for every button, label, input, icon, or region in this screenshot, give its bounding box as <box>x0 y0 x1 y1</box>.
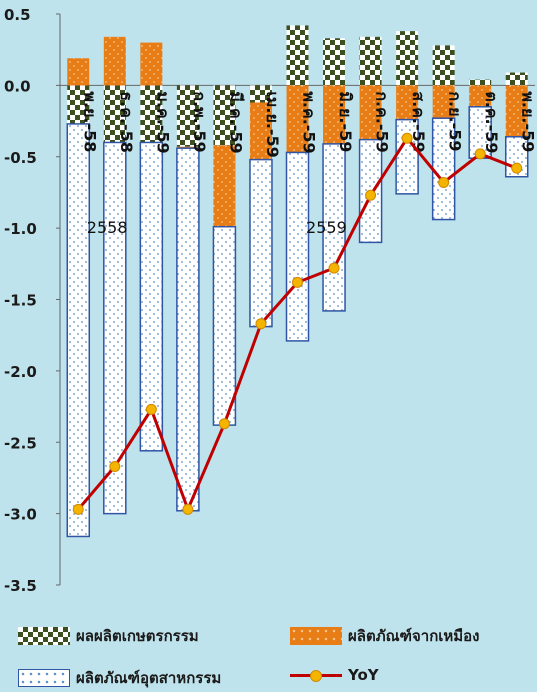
bar-agriculture <box>176 85 199 147</box>
bar-industry <box>139 141 164 452</box>
legend-item-mining: ผลิตภัณฑ์จากเหมือง <box>290 624 480 648</box>
bar-mining <box>396 85 419 120</box>
legend-swatch-checker <box>18 627 70 645</box>
legend: ผลผลิตเกษตรกรรม ผลิตภัณฑ์จากเหมือง ผลิตภ… <box>0 612 537 692</box>
bar-industry <box>212 225 237 426</box>
yoy-point <box>218 418 230 430</box>
x-category-label: มิ.ย.-59 <box>336 91 355 152</box>
bar-agriculture <box>286 25 309 86</box>
bar-agriculture <box>432 45 455 86</box>
bar-industry <box>285 151 310 342</box>
x-category-label: ก.ค.-59 <box>373 91 392 152</box>
legend-item-industry: ผลิตภัณฑ์อุตสาหกรรม <box>18 666 221 690</box>
bar-mining <box>213 145 236 227</box>
y-tick-label: -2.0 <box>4 363 37 381</box>
bars-layer <box>66 25 529 538</box>
x-category-label: ส.ค.-59 <box>409 91 428 153</box>
bar-agriculture <box>469 79 492 86</box>
bar-mining <box>432 85 455 119</box>
yoy-point <box>511 162 523 174</box>
yoy-point <box>109 461 121 473</box>
bar-mining <box>103 36 126 86</box>
y-tick-label: -0.5 <box>4 149 37 167</box>
y-tick-label: -1.0 <box>4 220 37 238</box>
x-category-label: พ.ค.-59 <box>300 91 319 153</box>
yoy-point <box>145 403 157 415</box>
bar-agriculture <box>323 38 346 86</box>
legend-swatch-white <box>18 669 70 687</box>
bar-industry <box>249 158 273 328</box>
yoy-point <box>474 148 486 160</box>
bar-industry <box>103 141 127 515</box>
yoy-point <box>182 503 194 515</box>
yoy-line-layer <box>72 132 523 515</box>
bar-agriculture <box>505 72 528 86</box>
x-category-label: มี.ค.-59 <box>226 91 245 153</box>
y-tick-label: -3.5 <box>4 577 37 595</box>
bar-agriculture <box>213 85 236 146</box>
yoy-point <box>438 176 450 188</box>
legend-swatch-orange <box>290 627 342 645</box>
y-tick-label: -1.5 <box>4 292 37 310</box>
y-tick-label: -3.0 <box>4 506 37 524</box>
bar-industry <box>66 123 91 538</box>
year-label: 2558 <box>87 218 128 237</box>
bar-agriculture <box>103 85 126 143</box>
y-tick-label: 0.5 <box>4 6 31 24</box>
bar-mining <box>286 85 309 153</box>
bar-mining <box>505 85 528 137</box>
bar-mining <box>249 102 272 160</box>
bar-agriculture <box>359 36 382 86</box>
yoy-point <box>328 262 340 274</box>
legend-item-yoy: YoY <box>290 666 379 684</box>
yoy-point <box>292 276 303 288</box>
bar-industry <box>176 147 200 512</box>
yoy-point <box>72 503 84 515</box>
bar-mining <box>67 58 90 86</box>
x-category-label: ก.ย.-59 <box>446 91 465 151</box>
bar-agriculture <box>140 85 163 143</box>
x-category-label: ธ.ค.-58 <box>117 91 136 153</box>
year-label: 2559 <box>306 218 347 237</box>
x-category-label: ก.พ.-59 <box>190 91 209 152</box>
legend-label-industry: ผลิตภัณฑ์อุตสาหกรรม <box>76 669 222 687</box>
y-tick-label: -2.5 <box>4 434 37 452</box>
x-category-label: ต.ค.-59 <box>482 91 501 153</box>
yoy-point <box>401 132 413 144</box>
bar-mining <box>323 85 346 144</box>
bar-mining <box>359 85 382 140</box>
x-category-label: พ.ย.-59 <box>519 91 537 152</box>
legend-label-mining: ผลิตภัณฑ์จากเหมือง <box>348 627 480 645</box>
category-labels-layer: พ.ย.-58 ธ.ค.-58 ม.ค.-59 ก.พ.-59 มี.ค.-59 เม.ย… <box>80 91 537 157</box>
axis-layer: 0.5 0.0 -0.5 -1.0 -1.5 -2.0 -2.5 -3.0 -3.5 <box>4 6 535 595</box>
yoy-point <box>365 189 377 201</box>
legend-label-agri: ผลผลิตเกษตรกรรม <box>76 627 199 645</box>
bar-mining <box>140 42 163 86</box>
legend-swatch-line <box>290 666 342 684</box>
legend-item-agri: ผลผลิตเกษตรกรรม <box>18 624 199 648</box>
bar-mining <box>469 85 492 107</box>
x-category-label: พ.ย.-58 <box>80 91 99 152</box>
x-category-label: ม.ค.-59 <box>153 91 172 153</box>
bar-agriculture <box>249 85 272 103</box>
year-labels-layer: 2558 2559 <box>87 218 347 237</box>
x-category-label: เม.ย.-59 <box>263 91 282 157</box>
y-tick-label: 0.0 <box>4 77 31 95</box>
bar-agriculture <box>396 31 419 86</box>
yoy-point <box>255 318 267 330</box>
legend-label-yoy: YoY <box>348 666 379 684</box>
bar-agriculture <box>67 85 90 124</box>
